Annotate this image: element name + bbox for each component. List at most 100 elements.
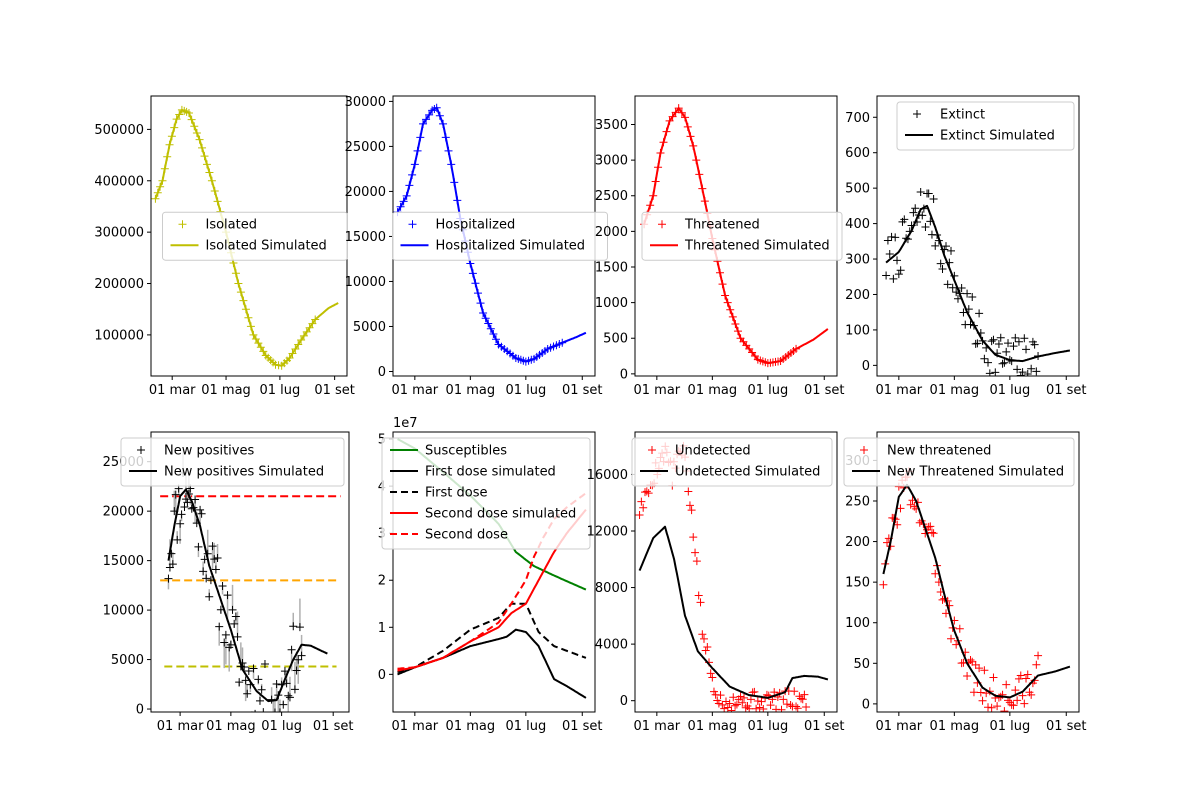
data-point: [998, 359, 1007, 368]
x-tick-label: 01 mag: [446, 719, 496, 734]
legend-label: First dose simulated: [425, 465, 556, 480]
legend-marker: [408, 220, 417, 229]
data-point: [176, 519, 185, 528]
data-point: [927, 528, 936, 537]
data-point: [1027, 690, 1036, 699]
data-point: [916, 187, 925, 196]
y-tick-label: 50: [853, 657, 870, 672]
data-point: [1014, 337, 1023, 346]
data-point: [966, 655, 975, 664]
y-tick-label: 0: [620, 367, 628, 382]
data-point: [233, 632, 242, 641]
data-point: [984, 358, 993, 367]
data-point: [885, 249, 894, 258]
y-tick-label: 200000: [94, 277, 144, 292]
y-tick-label: 300: [845, 253, 870, 268]
y-tick-label: 0: [378, 365, 386, 380]
x-tick-label: 01 mar: [634, 383, 681, 398]
y-tick-label: 100: [845, 323, 870, 338]
data-point: [635, 510, 644, 519]
data-point: [289, 622, 298, 631]
legend: New positives New positives Simulated: [120, 437, 345, 487]
legend: Threatened Threatened Simulated: [641, 211, 843, 261]
data-point: [752, 704, 761, 712]
data-point: [230, 619, 239, 628]
plot-area: [160, 449, 341, 712]
data-point: [1020, 699, 1029, 708]
plot-area: [640, 104, 829, 368]
x-tick-label: 01 set: [804, 383, 845, 398]
data-point: [797, 694, 806, 703]
legend-label: Threatened: [684, 218, 760, 233]
data-point: [963, 289, 972, 298]
data-point: [260, 660, 269, 669]
axes-frame: [150, 431, 350, 713]
data-point: [971, 660, 980, 669]
legend-label: New Threatened Simulated: [887, 465, 1064, 480]
data-point: [1032, 367, 1041, 376]
data-point: [976, 688, 985, 697]
data-point: [947, 634, 956, 643]
x-tick-label: 01 lug: [260, 383, 301, 398]
y-tick-label: 1: [378, 621, 386, 636]
data-point: [287, 645, 296, 654]
data-point: [746, 695, 755, 704]
chart-hospitalized: 01 mar 01 mag 01 lug 01 set 0 5000 10000 15000 2…: [345, 95, 608, 398]
series-line: [643, 107, 829, 365]
legend-box: [392, 211, 608, 261]
data-point: [689, 533, 698, 542]
chart-isolated: 01 mar 01 mag 01 lug 01 set 100000 200000 3000…: [94, 95, 355, 398]
y-tick-label: 0: [136, 703, 144, 718]
series-line: [396, 106, 587, 363]
legend-box: [120, 437, 345, 487]
data-point: [989, 335, 998, 344]
data-point: [896, 504, 905, 513]
y-tick-label: 20000: [345, 185, 386, 200]
data-point: [947, 246, 956, 255]
data-point: [1014, 674, 1023, 683]
legend-marker: [178, 220, 187, 229]
data-point: [257, 685, 266, 694]
data-point: [691, 548, 700, 557]
data-point: [729, 693, 738, 702]
data-point: [779, 695, 788, 704]
data-point: [197, 509, 206, 518]
data-point: [292, 666, 301, 675]
data-point: [180, 503, 189, 512]
data-point: [753, 696, 762, 705]
axes-frame: [876, 431, 1080, 713]
data-point: [911, 204, 920, 213]
data-point: [1023, 670, 1032, 679]
y-tick-label: 16000: [587, 468, 628, 483]
data-point: [969, 688, 978, 697]
data-point: [1016, 371, 1025, 376]
legend-box: [162, 211, 348, 261]
data-point: [720, 704, 729, 712]
x-tick-label: 01 lug: [747, 383, 788, 398]
data-point: [1000, 707, 1009, 712]
x-tick-label: 01 lug: [747, 719, 788, 734]
data-point: [959, 308, 968, 317]
data-point: [1000, 358, 1009, 367]
y-tick-label: 15000: [345, 230, 386, 245]
data-point: [228, 605, 237, 614]
data-point: [1002, 347, 1011, 356]
data-point: [757, 697, 766, 706]
data-point: [955, 624, 964, 633]
y-tick-label: 10000: [103, 604, 144, 619]
x-tick-label: 01 mag: [930, 383, 980, 398]
data-point: [1011, 686, 1020, 695]
legend-label: Extinct: [940, 108, 985, 123]
y-tick-label: 20000: [103, 505, 144, 520]
y-tick-label: 4000: [595, 638, 628, 653]
data-point: [218, 582, 227, 591]
data-point: [894, 270, 903, 279]
data-point: [275, 708, 284, 712]
data-point: [164, 574, 173, 583]
legend-label: Hospitalized: [436, 218, 516, 233]
data-point: [191, 495, 200, 504]
data-point: [1018, 691, 1027, 700]
series-markers: [882, 187, 1043, 376]
data-point: [173, 535, 182, 544]
x-tick-label: 01 mar: [392, 383, 439, 398]
